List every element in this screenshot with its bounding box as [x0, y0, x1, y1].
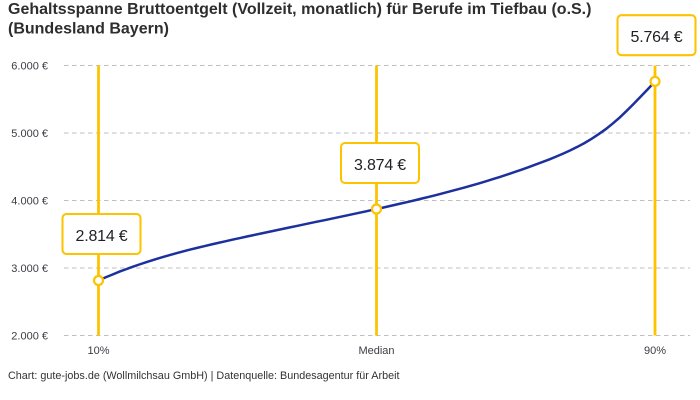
svg-text:10%: 10% [87, 345, 109, 357]
svg-text:90%: 90% [644, 345, 666, 357]
svg-text:4.000 €: 4.000 € [11, 195, 48, 207]
svg-text:3.000 €: 3.000 € [11, 263, 48, 275]
svg-text:5.764 €: 5.764 € [631, 29, 683, 46]
svg-text:Median: Median [358, 345, 394, 357]
svg-text:3.874 €: 3.874 € [354, 157, 406, 174]
svg-text:Chart: gute-jobs.de (Wollmilch: Chart: gute-jobs.de (Wollmilchsau GmbH) … [8, 370, 400, 382]
svg-text:6.000 €: 6.000 € [11, 60, 48, 72]
svg-text:2.814 €: 2.814 € [76, 228, 128, 245]
svg-text:2.000 €: 2.000 € [11, 330, 48, 342]
svg-text:Gehaltsspanne Bruttoentgelt (V: Gehaltsspanne Bruttoentgelt (Vollzeit, m… [8, 1, 591, 18]
svg-text:5.000 €: 5.000 € [11, 128, 48, 140]
svg-text:(Bundesland Bayern): (Bundesland Bayern) [8, 21, 169, 38]
